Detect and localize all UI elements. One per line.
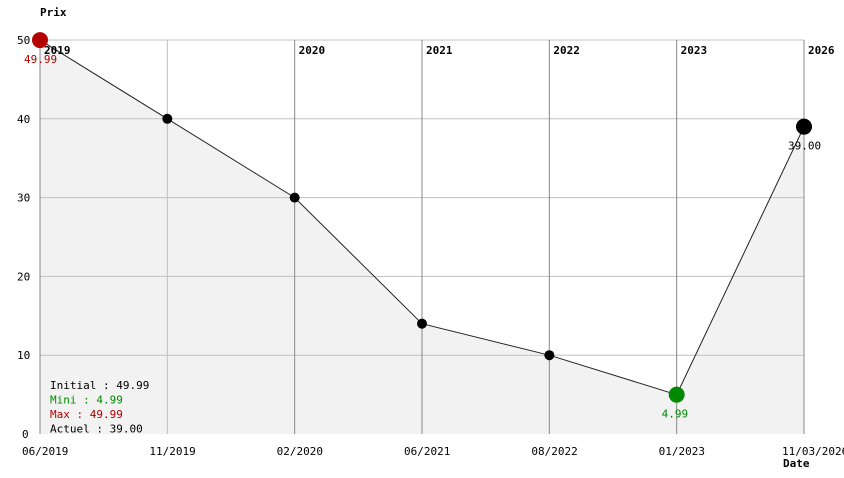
year-marker: 2019 — [44, 44, 71, 57]
y-tick-label: 20 — [17, 270, 30, 283]
x-tick-label: 11/2019 — [149, 445, 195, 458]
x-axis-label: Date — [783, 457, 810, 470]
y-tick-label: 10 — [17, 349, 30, 362]
point-value-label: 39.00 — [788, 140, 821, 153]
highlight-point — [32, 32, 48, 49]
legend-entry: Mini : 4.99 — [50, 394, 123, 407]
legend-entry: Actuel : 39.00 — [50, 423, 143, 436]
y-axis-label: Prix — [40, 6, 67, 19]
y-tick-label: 50 — [17, 34, 30, 47]
highlight-point — [796, 118, 812, 135]
x-tick-label: 06/2021 — [404, 445, 450, 458]
year-marker: 2022 — [553, 44, 580, 57]
y-tick-label: 30 — [17, 192, 30, 205]
year-marker: 2020 — [299, 44, 326, 57]
y-tick-label: 0 — [22, 428, 29, 441]
x-tick-label: 08/2022 — [531, 445, 577, 458]
year-marker: 2023 — [681, 44, 708, 57]
x-tick-label: 01/2023 — [659, 445, 705, 458]
year-marker: 2026 — [808, 44, 835, 57]
data-point — [417, 318, 427, 329]
y-tick-label: 40 — [17, 113, 30, 126]
highlight-point — [668, 386, 685, 403]
x-tick-label: 11/03/2026 — [782, 445, 844, 458]
data-point — [289, 192, 300, 203]
legend-entry: Initial : 49.99 — [50, 379, 149, 392]
legend-entry: Max : 49.99 — [50, 408, 123, 421]
area-fill — [40, 40, 804, 435]
point-value-label: 4.99 — [662, 408, 689, 421]
year-marker: 2021 — [426, 44, 453, 57]
x-tick-label: 02/2020 — [277, 445, 323, 458]
x-tick-label: 06/2019 — [22, 445, 68, 458]
data-point — [162, 113, 173, 124]
data-point — [544, 350, 555, 361]
point-value-label: 49.99 — [24, 53, 57, 66]
